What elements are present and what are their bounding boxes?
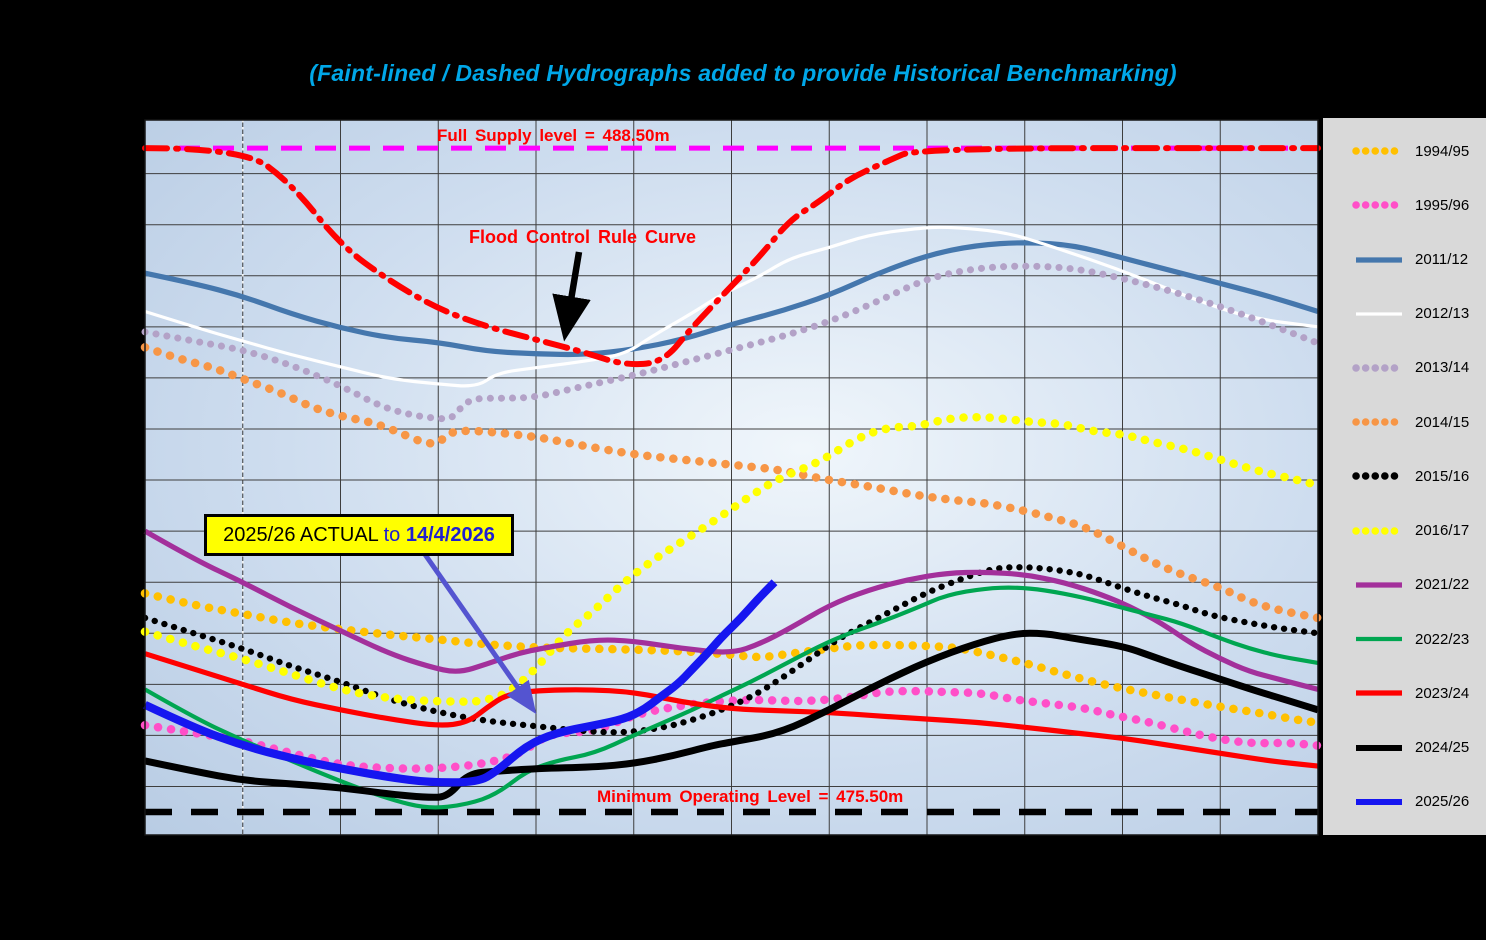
legend-sample-line [1352,418,1406,426]
plot-border [144,119,1319,836]
chart-legend: 1994/95 1995/96 2011/12 2012/13 2013/14 2014/… [1323,118,1486,835]
legend-label: 2014/15 [1415,413,1470,431]
legend-label: 2013/14 [1415,359,1470,377]
legend-sample-line [1352,472,1406,481]
legend-item-2013-14: 2013/14 [1323,359,1486,377]
callout-year-text: 2025/26 ACTUAL [223,523,384,546]
series-2023-24 [144,651,1319,769]
flood-arrow [552,251,591,342]
legend-label: 1994/95 [1415,142,1470,160]
min-operating-label: Minimum Operating Level = 475.50m [597,787,904,806]
legend-label: 1995/96 [1415,196,1470,214]
series-2022-23 [143,585,1319,810]
legend-label: 2015/16 [1415,467,1470,485]
series-2025-26 [143,579,778,787]
flood-control-label: Flood Control Rule Curve [469,227,696,247]
legend-label: 2016/17 [1415,522,1470,540]
actual-callout-box: 2025/26 ACTUAL to 14/4/2026 [204,514,514,556]
series-1995-96 [140,686,1323,773]
legend-item-2015-16: 2015/16 [1323,467,1486,485]
legend-sample-line [1352,201,1406,210]
legend-item-2022-23: 2022/23 [1323,630,1486,648]
legend-sample-line [1356,582,1402,588]
legend-label: 2022/23 [1415,630,1470,648]
callout-arrow [421,551,537,715]
legend-sample-line [1352,526,1406,535]
legend-item-2016-17: 2016/17 [1323,522,1486,540]
callout-date-text: 14/4/2026 [405,523,495,546]
legend-sample-line [1356,256,1402,263]
legend-label: 2023/24 [1415,684,1470,702]
callout-to-text: to [383,523,406,546]
legend-sample-line [1356,744,1402,751]
legend-item-2024-25: 2024/25 [1323,739,1486,757]
legend-item-2025-26: 2025/26 [1323,793,1486,811]
series-2015-16 [141,564,1322,736]
legend-item-2012-13: 2012/13 [1323,305,1486,323]
legend-sample-line [1356,312,1402,316]
legend-sample-line [1356,636,1402,642]
legend-label: 2025/26 [1415,793,1470,811]
legend-item-1994-95: 1994/95 [1323,142,1486,160]
legend-item-1995-96: 1995/96 [1323,196,1486,214]
page-title: (Faint-lined / Dashed Hydrographs added … [309,60,1177,86]
series-2016-17 [140,412,1323,706]
legend-label: 2012/13 [1415,305,1470,323]
legend-item-2014-15: 2014/15 [1323,413,1486,431]
series-2013-14 [141,262,1322,423]
series-2014-15 [140,343,1323,623]
legend-sample-line [1356,690,1402,696]
legend-label: 2021/22 [1415,576,1470,594]
legend-sample-line [1356,798,1402,805]
legend-label: 2024/25 [1415,739,1470,757]
series-2024-25 [144,629,1320,801]
series-2012-13 [144,225,1319,388]
legend-item-2011-12: 2011/12 [1323,251,1486,269]
legend-item-2021-22: 2021/22 [1323,576,1486,594]
legend-sample-line [1352,147,1406,155]
series-2011-12 [144,240,1319,358]
legend-label: 2011/12 [1415,251,1469,269]
full-supply-label: Full Supply level = 488.50m [437,126,670,145]
legend-sample-line [1352,364,1406,372]
legend-item-2023-24: 2023/24 [1323,684,1486,702]
flood-control-rule-curve [142,145,1321,368]
